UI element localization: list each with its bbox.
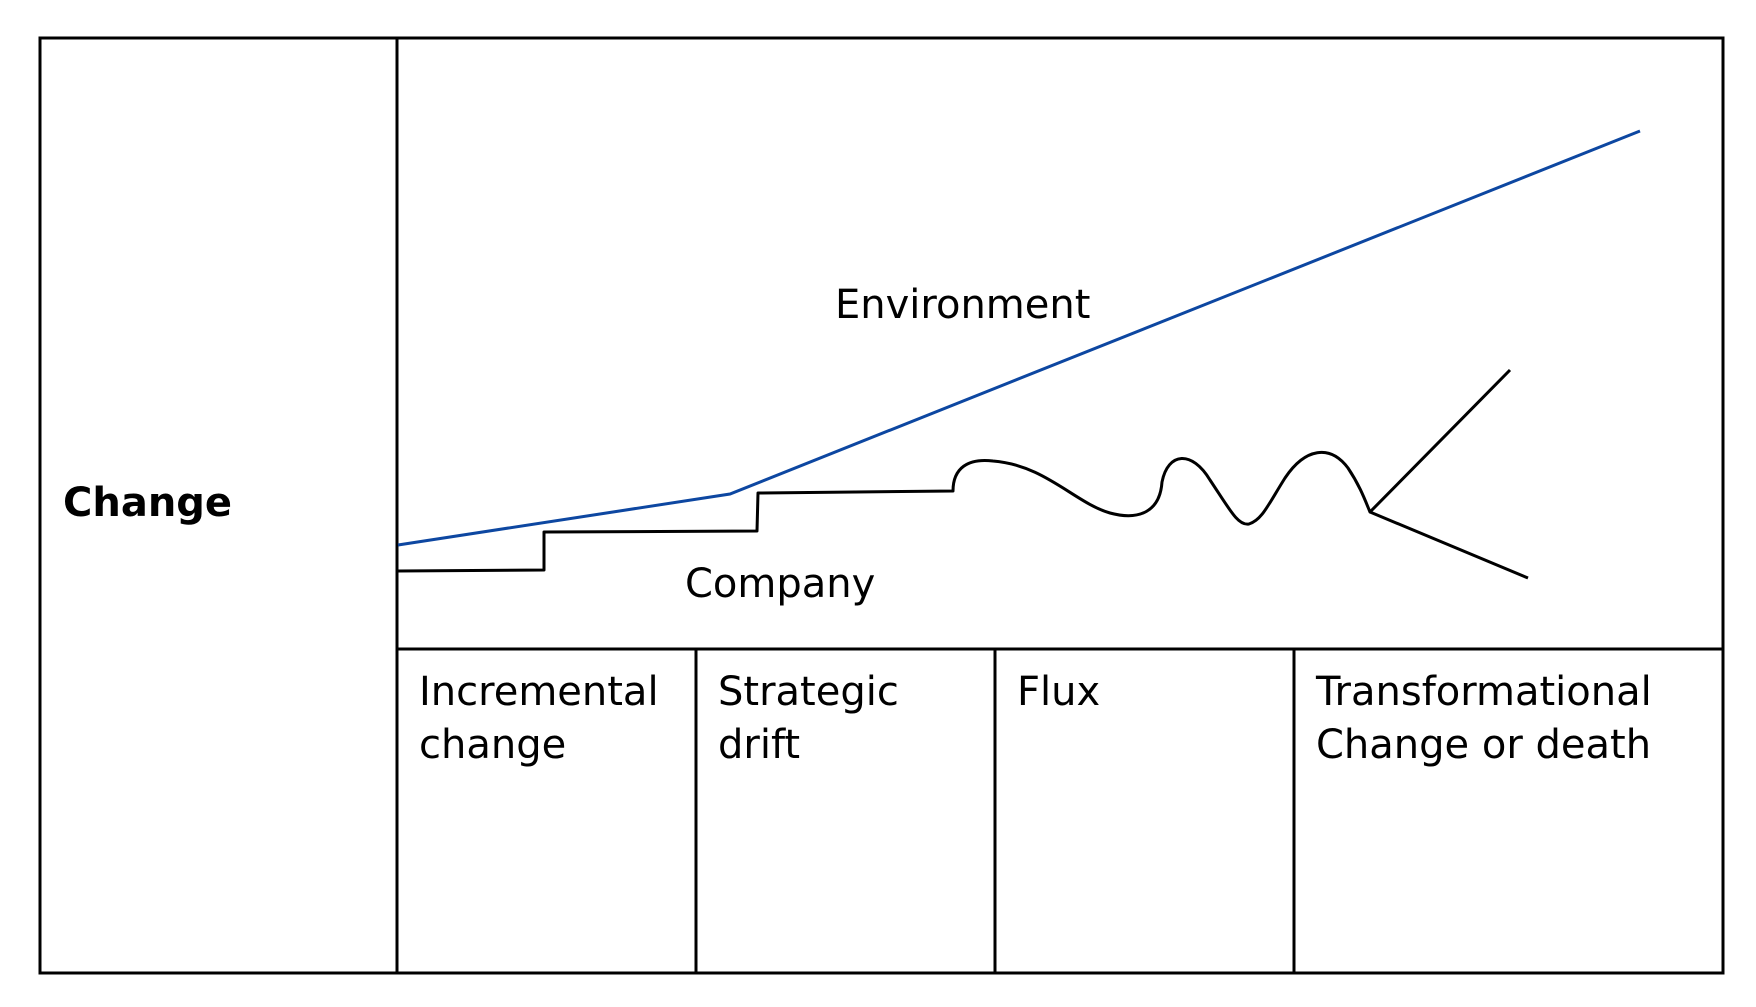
phase-incremental-line2: change [419,722,566,768]
company-line [397,368,1529,580]
phase-transformational-line1: Transformational [1315,669,1652,715]
phase-strategic-line1: Strategic [718,669,899,715]
phase-strategic-line2: drift [718,722,800,768]
row-label: Change [63,480,232,526]
outer-frame [38,36,1725,975]
company-label: Company [685,561,875,607]
environment-line [397,129,1641,547]
environment-label: Environment [835,282,1090,328]
phase-flux-line1: Flux [1017,669,1100,715]
phase-incremental-line1: Incremental [419,669,659,715]
phase-transformational-line2: Change or death [1316,722,1651,768]
